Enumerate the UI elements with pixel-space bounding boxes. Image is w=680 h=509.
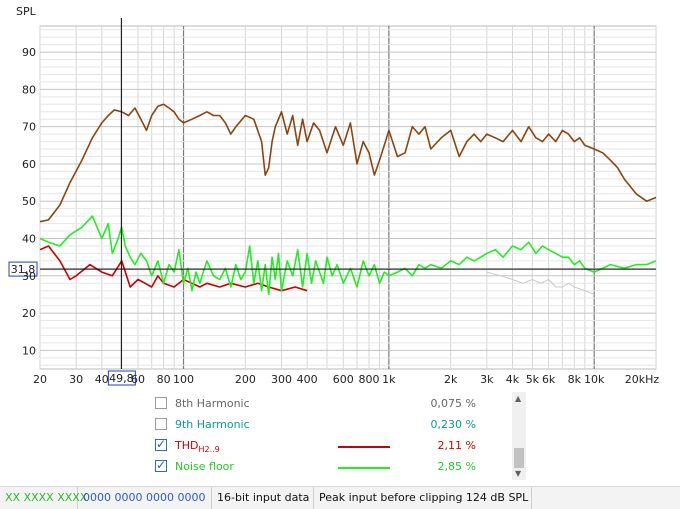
status-cell-4: Peak input before clipping 124 dB SPL <box>314 487 532 509</box>
legend-panel: 8th Harmonic 0,075 % 9th Harmonic 0,230 … <box>148 392 528 484</box>
x-tick-label: 2k <box>444 373 458 386</box>
x-tick-label: 600 <box>333 373 354 386</box>
series-layer <box>39 103 657 296</box>
series-line-0 <box>39 103 657 223</box>
legend-value: 0,230 % <box>430 418 476 431</box>
status-cell-2: 0000 0000 0000 0000 <box>78 487 212 509</box>
x-tick-label: 8k <box>568 373 582 386</box>
y-axis-label: SPL <box>16 5 37 18</box>
x-tick-label: 80 <box>157 373 171 386</box>
y-tick-label: 20 <box>22 307 36 320</box>
legend-label: 8th Harmonic <box>175 397 250 410</box>
cursor-y-readout: 31,8 <box>11 263 36 276</box>
legend-value: 2,85 % <box>437 460 476 473</box>
spl-chart[interactable]: 49,831,8 20 30 40 60 80 100 200 300 400 600 800 1k 2… <box>0 0 680 392</box>
x-tick-label: 300 <box>271 373 292 386</box>
legend-row-8th-harmonic[interactable]: 8th Harmonic 0,075 % <box>148 394 510 415</box>
x-tick-label: 400 <box>297 373 318 386</box>
status-cell-1: XX XXXX XXXX <box>0 487 87 509</box>
legend-row-noise-floor[interactable]: Noise floor 2,85 % <box>148 457 510 478</box>
y-tick-label: 70 <box>22 121 36 134</box>
series-line-2 <box>39 215 657 296</box>
cursor-y-readout-box <box>8 261 38 277</box>
legend-checkbox-9th-harmonic[interactable] <box>155 418 167 430</box>
cursor[interactable]: 49,8 31,8 <box>8 18 656 386</box>
series-line-1 <box>39 245 308 292</box>
x-tick-label: 10k <box>584 373 605 386</box>
y-tick-label: 10 <box>22 344 36 357</box>
legend-row-thd[interactable]: THDH2..9 2,11 % <box>148 436 510 457</box>
scroll-up-icon[interactable]: ▲ <box>515 394 522 403</box>
x-tick-label: 60 <box>131 373 145 386</box>
scroll-down-icon[interactable]: ▼ <box>515 469 522 478</box>
y-tick-label: 60 <box>22 158 36 171</box>
x-tick-label: 1k <box>382 373 396 386</box>
y-tick-label: 80 <box>22 83 36 96</box>
x-tick-label: 800 <box>358 373 379 386</box>
legend-swatch-noise-floor <box>338 467 390 469</box>
x-axis-ticks: 20 30 40 60 80 100 200 300 400 600 800 1k 2k 3k 4k 5k 6k… <box>33 373 659 386</box>
x-tick-label: 3k <box>480 373 494 386</box>
series-line-3 <box>486 271 595 295</box>
legend-label-subscript: H2..9 <box>198 445 220 455</box>
legend-label: Noise floor <box>175 460 234 473</box>
cursor-x-readout-box <box>107 370 136 386</box>
y-tick-label: 50 <box>22 195 36 208</box>
legend-label: THDH2..9 <box>175 439 220 454</box>
x-tick-label: 6k <box>542 373 556 386</box>
y-tick-label: 30 <box>22 270 36 283</box>
legend-label-main: THD <box>175 439 199 452</box>
x-tick-label: 200 <box>235 373 256 386</box>
status-bar: XX XXXX XXXX 0000 0000 0000 0000 16-bit … <box>0 486 680 509</box>
legend-checkbox-noise-floor[interactable] <box>155 458 167 472</box>
legend-checkbox-thd[interactable] <box>155 437 167 451</box>
legend-value: 2,11 % <box>437 439 476 452</box>
legend-checkbox-8th-harmonic[interactable] <box>155 397 167 409</box>
plot-area <box>39 25 657 370</box>
status-cell-3: 16-bit input data <box>212 487 314 509</box>
y-tick-label: 90 <box>22 46 36 59</box>
legend-value: 0,075 % <box>430 397 476 410</box>
legend-label: 9th Harmonic <box>175 418 250 431</box>
x-tick-label: 20kHz <box>625 373 660 386</box>
cursor-x-readout: 49,8 <box>109 372 134 385</box>
legend-row-9th-harmonic[interactable]: 9th Harmonic 0,230 % <box>148 415 510 436</box>
x-tick-label: 5k <box>526 373 540 386</box>
x-tick-label: 100 <box>173 373 194 386</box>
legend-swatch-thd <box>338 446 390 448</box>
y-tick-label: 40 <box>22 233 36 246</box>
scroll-thumb[interactable] <box>514 448 524 468</box>
legend-scrollbar[interactable]: ▲ ▼ <box>512 392 526 480</box>
x-tick-label: 40 <box>95 373 109 386</box>
x-tick-label: 20 <box>33 373 47 386</box>
y-axis-ticks: 10 20 30 40 50 60 70 80 90 <box>22 46 36 357</box>
grid <box>39 26 657 369</box>
x-tick-label: 30 <box>69 373 83 386</box>
x-tick-label: 4k <box>506 373 520 386</box>
